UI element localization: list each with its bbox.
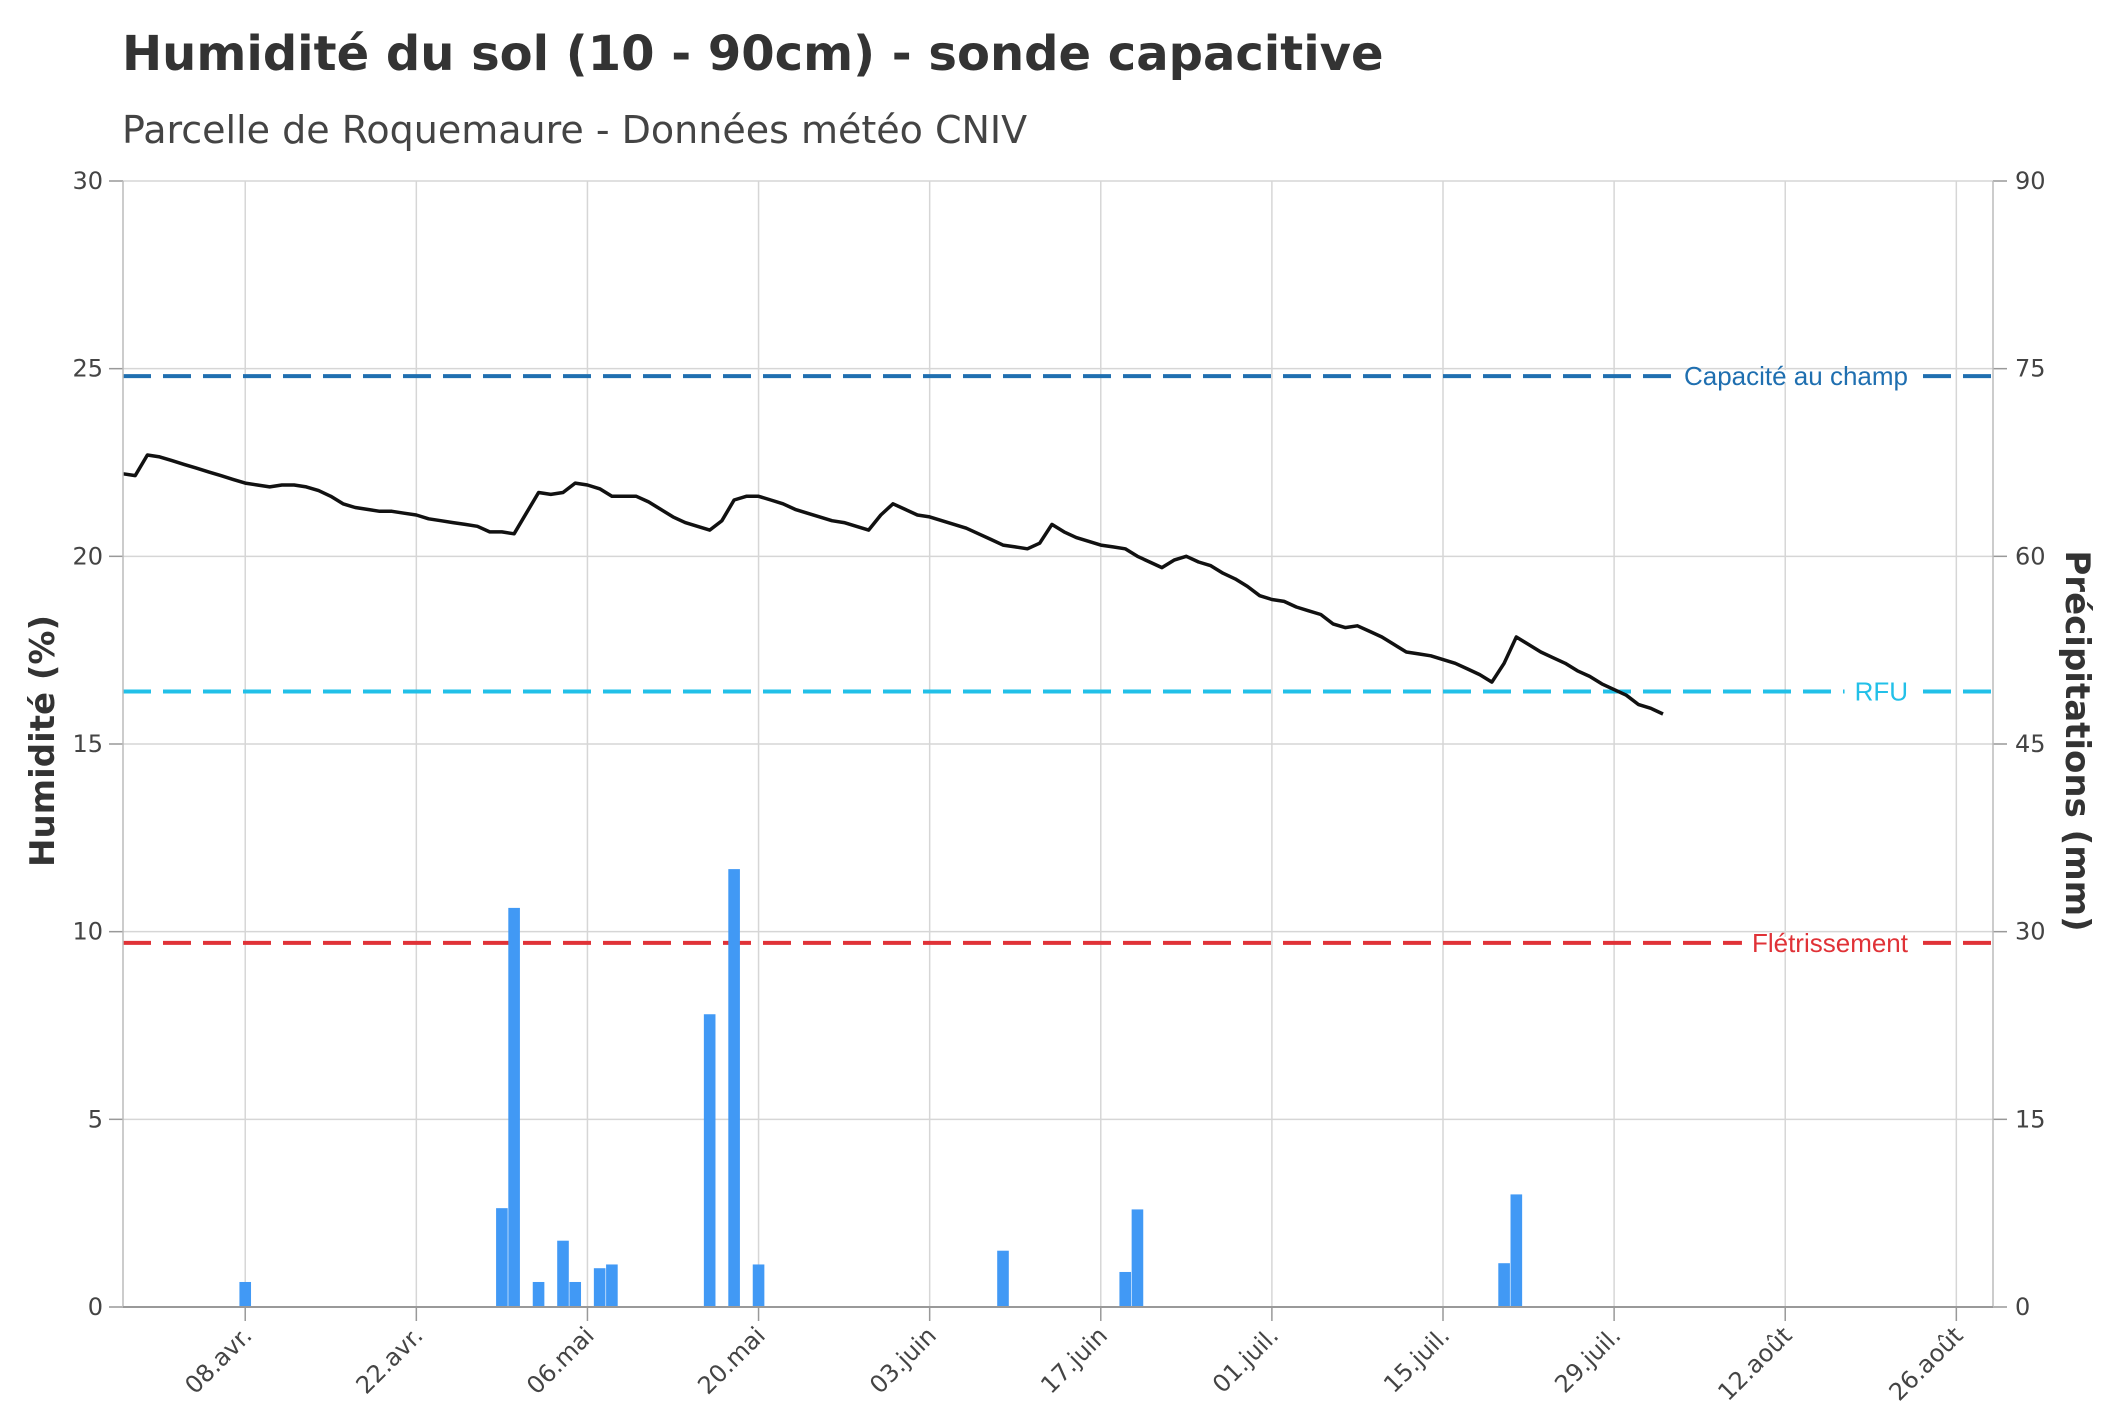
- left-y-tick-label: 15: [72, 730, 103, 758]
- precipitation-bar: [569, 1282, 581, 1307]
- right-y-tick-label: 15: [2015, 1105, 2046, 1133]
- x-tick-label: 08.avr.: [179, 1321, 257, 1399]
- left-y-tick-label: 25: [72, 355, 103, 383]
- left-y-tick-label: 20: [72, 542, 103, 570]
- precipitation-bar: [728, 869, 740, 1307]
- precipitation-bar: [508, 908, 520, 1307]
- x-tick-label: 12.août: [1712, 1321, 1797, 1406]
- x-tick-label: 15.juil.: [1378, 1321, 1455, 1398]
- reference-lines: Capacité au champ RFU Flétrissement: [123, 361, 1993, 958]
- precipitation-bar: [557, 1241, 569, 1307]
- right-y-tick-label: 60: [2015, 542, 2046, 570]
- left-y-tick-label: 0: [88, 1293, 103, 1321]
- precipitation-bar: [1119, 1272, 1131, 1307]
- axes: [109, 181, 2007, 1321]
- right-y-tick-label: 75: [2015, 355, 2046, 383]
- x-tick-label: 03.juin: [864, 1321, 942, 1399]
- x-tick-label: 29.juil.: [1549, 1321, 1626, 1398]
- left-y-axis-title: Humidité (%): [23, 615, 63, 867]
- x-tick-label: 26.août: [1884, 1321, 1969, 1406]
- left-y-tick-label: 30: [72, 167, 103, 195]
- y-gridlines: [123, 181, 1993, 1307]
- precipitation-bars: [239, 869, 1522, 1307]
- precipitation-bar: [496, 1208, 508, 1307]
- precipitation-bar: [753, 1264, 765, 1307]
- x-tick-label: 20.mai: [692, 1321, 770, 1399]
- humidity-series: [123, 455, 1663, 714]
- precipitation-bar: [997, 1251, 1009, 1307]
- x-tick-label: 01.juil.: [1207, 1321, 1284, 1398]
- right-y-tick-labels: 0 15 30 45 60 75 90: [2015, 167, 2046, 1321]
- precipitation-bar: [533, 1282, 545, 1307]
- left-y-tick-label: 5: [88, 1105, 103, 1133]
- right-y-tick-label: 45: [2015, 730, 2046, 758]
- reference-line-label: Capacité au champ: [1684, 361, 1908, 391]
- x-tick-labels: 08.avr. 22.avr. 06.mai 20.mai 03.juin 17.juin…: [179, 1321, 1968, 1406]
- x-tick-label: 06.mai: [521, 1321, 599, 1399]
- reference-line-label: RFU: [1855, 676, 1908, 706]
- right-y-tick-label: 30: [2015, 918, 2046, 946]
- precipitation-bar: [1132, 1209, 1144, 1307]
- right-y-tick-label: 90: [2015, 167, 2046, 195]
- left-y-tick-labels: 0 5 10 15 20 25 30: [72, 167, 103, 1321]
- x-tick-label: 17.juin: [1035, 1321, 1113, 1399]
- humidity-line: [123, 455, 1663, 714]
- precipitation-bar: [239, 1282, 251, 1307]
- precipitation-bar: [1511, 1194, 1523, 1307]
- left-y-tick-label: 10: [72, 918, 103, 946]
- precipitation-bar: [606, 1264, 618, 1307]
- precipitation-bar: [704, 1014, 716, 1307]
- reference-line-label: Flétrissement: [1752, 928, 1909, 958]
- right-y-tick-label: 0: [2015, 1293, 2030, 1321]
- right-y-axis-title: Précipitations (mm): [2057, 550, 2097, 931]
- precipitation-bar: [594, 1268, 606, 1307]
- x-tick-label: 22.avr.: [351, 1321, 429, 1399]
- precipitation-bar: [1498, 1263, 1510, 1307]
